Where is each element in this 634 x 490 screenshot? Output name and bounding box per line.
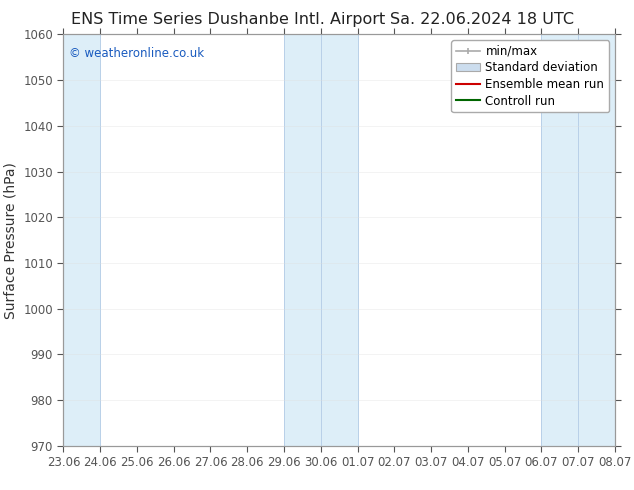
Bar bbox=[63, 34, 100, 446]
Text: © weatheronline.co.uk: © weatheronline.co.uk bbox=[69, 47, 204, 60]
Y-axis label: Surface Pressure (hPa): Surface Pressure (hPa) bbox=[4, 162, 18, 318]
Bar bbox=[541, 34, 615, 446]
Legend: min/max, Standard deviation, Ensemble mean run, Controll run: min/max, Standard deviation, Ensemble me… bbox=[451, 40, 609, 112]
Bar bbox=[284, 34, 358, 446]
Text: Sa. 22.06.2024 18 UTC: Sa. 22.06.2024 18 UTC bbox=[390, 12, 574, 27]
Text: ENS Time Series Dushanbe Intl. Airport: ENS Time Series Dushanbe Intl. Airport bbox=[71, 12, 385, 27]
